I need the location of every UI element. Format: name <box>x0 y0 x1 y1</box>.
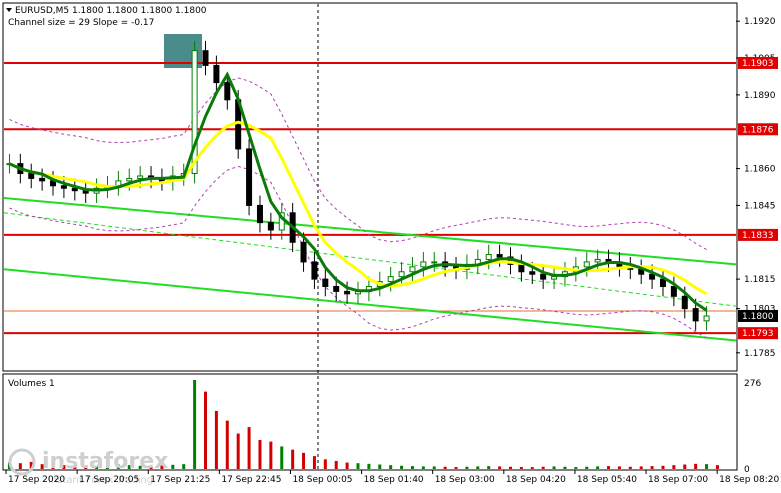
candle-body <box>529 271 536 275</box>
candle-body <box>137 175 144 179</box>
candle-body <box>649 273 656 280</box>
volume-tick-label: 276 <box>744 379 761 389</box>
y-tick-label: 1.1785 <box>744 349 776 359</box>
y-tick-label: 1.1845 <box>744 201 776 211</box>
level-lines <box>4 61 736 335</box>
x-tick-label: 17 Sep 22:45 <box>221 475 281 485</box>
level-tag-label: 1.1793 <box>742 329 774 339</box>
y-tick-label: 1.1920 <box>744 17 776 27</box>
candle-body <box>703 315 710 322</box>
y-tick-label: 1.1815 <box>744 275 776 285</box>
current-price-label: 1.1800 <box>742 312 774 322</box>
level-tag <box>738 327 778 340</box>
level-tag <box>738 123 778 136</box>
candle-body <box>333 285 340 292</box>
candle-body <box>126 177 133 182</box>
x-tick-label: 17 Sep 2020 <box>8 475 65 485</box>
candle-body <box>540 273 547 280</box>
level-tag-label: 1.1833 <box>742 231 774 241</box>
volume-tick-label: 0 <box>744 465 750 475</box>
x-tick-label: 18 Sep 01:40 <box>364 475 424 485</box>
x-tick-label: 18 Sep 08:20 <box>719 475 779 485</box>
price-axis: 1.19201.19051.18901.18601.18451.18151.18… <box>736 17 778 359</box>
x-tick-label: 18 Sep 04:20 <box>506 475 566 485</box>
time-axis: 17 Sep 2020 17 Sep 20:05 17 Sep 21:25 17 Se… <box>5 470 780 485</box>
candle-body <box>322 278 329 287</box>
volume-axis: 276 0 <box>744 379 761 475</box>
candle-body <box>551 276 558 280</box>
moving-averages <box>8 71 708 312</box>
candle-body <box>594 258 601 263</box>
candle-body <box>485 254 492 260</box>
x-tick-label: 17 Sep 21:25 <box>150 475 210 485</box>
level-tag-label: 1.1903 <box>742 59 774 69</box>
level-tag <box>738 228 778 241</box>
y-tick-label: 1.1860 <box>744 165 776 175</box>
candle-body <box>681 295 688 310</box>
ma-fast-line <box>8 71 708 312</box>
candle-body <box>387 276 394 283</box>
current-price-tag <box>738 309 778 322</box>
candle-body <box>60 185 67 189</box>
watermark-brand: instaforex <box>42 449 168 474</box>
candle-body <box>431 261 438 264</box>
candle-body <box>311 261 318 280</box>
candle-body <box>246 148 253 206</box>
brand-logo-icon <box>8 448 36 476</box>
x-tick-label: 18 Sep 07:00 <box>648 475 708 485</box>
candle-body <box>344 290 351 295</box>
channel-mid <box>3 212 737 307</box>
dropdown-triangle-icon[interactable] <box>6 8 12 12</box>
candle-body <box>496 254 503 258</box>
candle-body <box>256 204 263 224</box>
candle-body <box>670 285 677 297</box>
symbol-header: EURUSD,M5 1.1800 1.1800 1.1800 1.1800 <box>15 6 207 16</box>
watermark-tagline: Instant Forex Trading <box>48 475 153 486</box>
x-tick-label: 18 Sep 00:05 <box>292 475 352 485</box>
candle-body <box>28 172 35 179</box>
channel-lower <box>3 268 737 342</box>
x-tick-label: 18 Sep 05:40 <box>577 475 637 485</box>
candle-body <box>191 50 198 174</box>
watermark: instaforex Instant Forex Trading <box>8 448 168 486</box>
ma-slow-line <box>8 120 708 296</box>
trend-channel <box>3 197 737 342</box>
volume-panel-frame <box>2 373 738 471</box>
level-tag <box>738 56 778 69</box>
candle-body <box>583 261 590 268</box>
candle-body <box>213 64 220 84</box>
candle-body <box>71 187 78 192</box>
candle-body <box>202 50 209 66</box>
candle-body <box>420 261 427 268</box>
volume-panel-title: Volumes 1 <box>8 379 55 389</box>
candle-body <box>659 278 666 287</box>
level-tag-label: 1.1876 <box>742 125 774 135</box>
candle-body <box>39 177 46 182</box>
x-tick-label: 17 Sep 20:05 <box>79 475 139 485</box>
candle-body <box>398 271 405 278</box>
y-tick-label: 1.1890 <box>744 91 776 101</box>
volume-bars <box>7 380 719 469</box>
candle-body <box>224 82 231 101</box>
channel-info: Channel size = 29 Slope = -0.17 <box>8 18 154 28</box>
candle-body <box>409 266 416 273</box>
x-tick-label: 18 Sep 03:00 <box>435 475 495 485</box>
candle-body <box>300 241 307 263</box>
candle-body <box>267 222 274 231</box>
candle-body <box>518 263 525 273</box>
candle-body <box>692 308 699 322</box>
channel-upper <box>3 197 737 266</box>
y-tick-label: 1.1803 <box>744 305 776 315</box>
